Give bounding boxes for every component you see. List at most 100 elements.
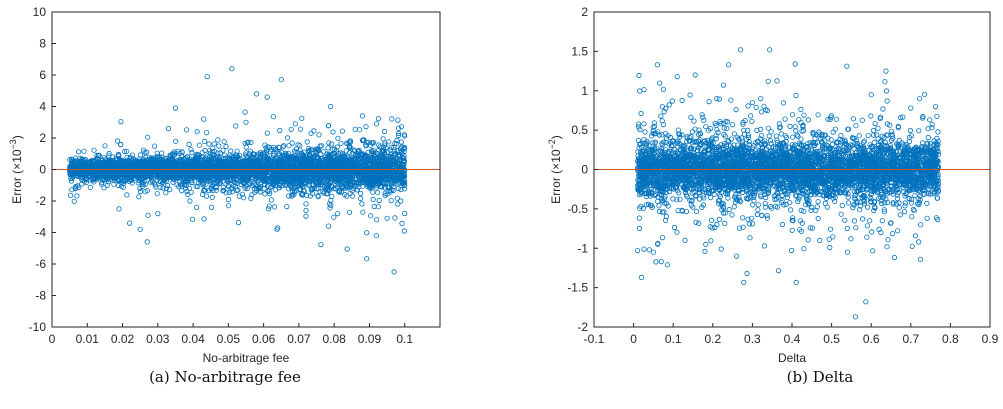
- data-point: [187, 198, 193, 204]
- data-point: [87, 184, 93, 190]
- data-point: [398, 198, 404, 204]
- data-point: [325, 223, 332, 229]
- data-point: [225, 196, 231, 203]
- data-point: [304, 139, 310, 145]
- data-point: [284, 135, 291, 141]
- data-point: [316, 132, 322, 138]
- data-point: [118, 141, 124, 147]
- data-point: [184, 127, 190, 133]
- data-point: [220, 185, 226, 191]
- data-point: [325, 145, 331, 151]
- data-point: [392, 215, 398, 221]
- data-point: [370, 189, 376, 195]
- data-point: [326, 140, 332, 146]
- data-point: [289, 140, 295, 146]
- data-point: [222, 152, 228, 158]
- data-point: [352, 126, 358, 132]
- data-point: [339, 128, 345, 134]
- data-point: [101, 185, 107, 191]
- data-point: [402, 210, 408, 217]
- data-point: [308, 130, 314, 136]
- data-point: [189, 149, 195, 156]
- data-point: [81, 148, 87, 154]
- data-point: [357, 195, 364, 202]
- data-point: [241, 195, 247, 201]
- data-point: [188, 147, 194, 153]
- data-point: [297, 126, 304, 132]
- data-point: [228, 148, 234, 154]
- data-point: [401, 228, 407, 234]
- data-point: [118, 119, 124, 125]
- data-point: [284, 204, 290, 210]
- data-point: [363, 124, 369, 130]
- data-point: [196, 142, 202, 148]
- data-point: [265, 206, 271, 212]
- panel-no-arbitrage-fee: 0 0.01 0.02 0.03 0.04 0.05 0.06 0.07 0.08 0.09 0.1…: [8, 5, 441, 386]
- data-point: [338, 140, 344, 146]
- data-point: [364, 256, 370, 262]
- data-point: [286, 143, 292, 149]
- data-point: [124, 192, 130, 198]
- data-point: [211, 141, 217, 147]
- data-point: [91, 147, 97, 153]
- data-point: [74, 193, 80, 199]
- data-point: [335, 135, 341, 141]
- data-point: [360, 209, 366, 215]
- data-point: [206, 141, 212, 147]
- data-point: [102, 143, 108, 149]
- data-point: [395, 117, 401, 123]
- data-point: [203, 193, 210, 199]
- data-point: [220, 147, 226, 153]
- data-point: [389, 116, 395, 122]
- data-point: [243, 150, 249, 156]
- data-point: [163, 190, 169, 196]
- data-point: [364, 230, 370, 236]
- data-point: [329, 193, 335, 199]
- data-point: [233, 123, 239, 129]
- data-point: [223, 143, 229, 150]
- data-point: [252, 182, 258, 188]
- data-point: [242, 109, 248, 115]
- data-point: [204, 130, 210, 136]
- data-point: [208, 204, 215, 210]
- data-point: [116, 182, 122, 189]
- data-point: [215, 137, 221, 143]
- data-point: [68, 192, 74, 198]
- data-point: [202, 138, 208, 144]
- data-point: [136, 194, 142, 200]
- data-point: [264, 130, 270, 136]
- data-point: [157, 184, 163, 191]
- data-point: [376, 197, 382, 204]
- data-point: [374, 217, 380, 223]
- data-point: [154, 191, 160, 197]
- data-point: [216, 143, 222, 149]
- data-point: [356, 127, 363, 133]
- data-point: [328, 141, 335, 147]
- data-point: [277, 127, 283, 134]
- data-point: [188, 189, 194, 195]
- data-point: [209, 194, 215, 200]
- data-point: [193, 183, 199, 189]
- data-point: [235, 220, 242, 226]
- data-point: [201, 216, 207, 222]
- data-point: [370, 196, 376, 202]
- data-point: [173, 138, 179, 144]
- data-point: [374, 190, 381, 196]
- data-point: [268, 197, 274, 203]
- data-point: [381, 128, 388, 135]
- data-point: [373, 233, 379, 239]
- data-point: [303, 201, 309, 207]
- data-point: [330, 129, 336, 135]
- data-point: [145, 212, 151, 218]
- data-point: [145, 134, 151, 140]
- data-point: [76, 149, 82, 155]
- scatter-points-a: [67, 66, 408, 275]
- data-point: [114, 138, 121, 144]
- data-point: [311, 128, 317, 134]
- data-point: [299, 115, 305, 121]
- data-point: [186, 141, 192, 147]
- data-point: [388, 198, 394, 204]
- data-point: [111, 181, 117, 187]
- data-point: [221, 139, 227, 145]
- data-point: [152, 143, 158, 149]
